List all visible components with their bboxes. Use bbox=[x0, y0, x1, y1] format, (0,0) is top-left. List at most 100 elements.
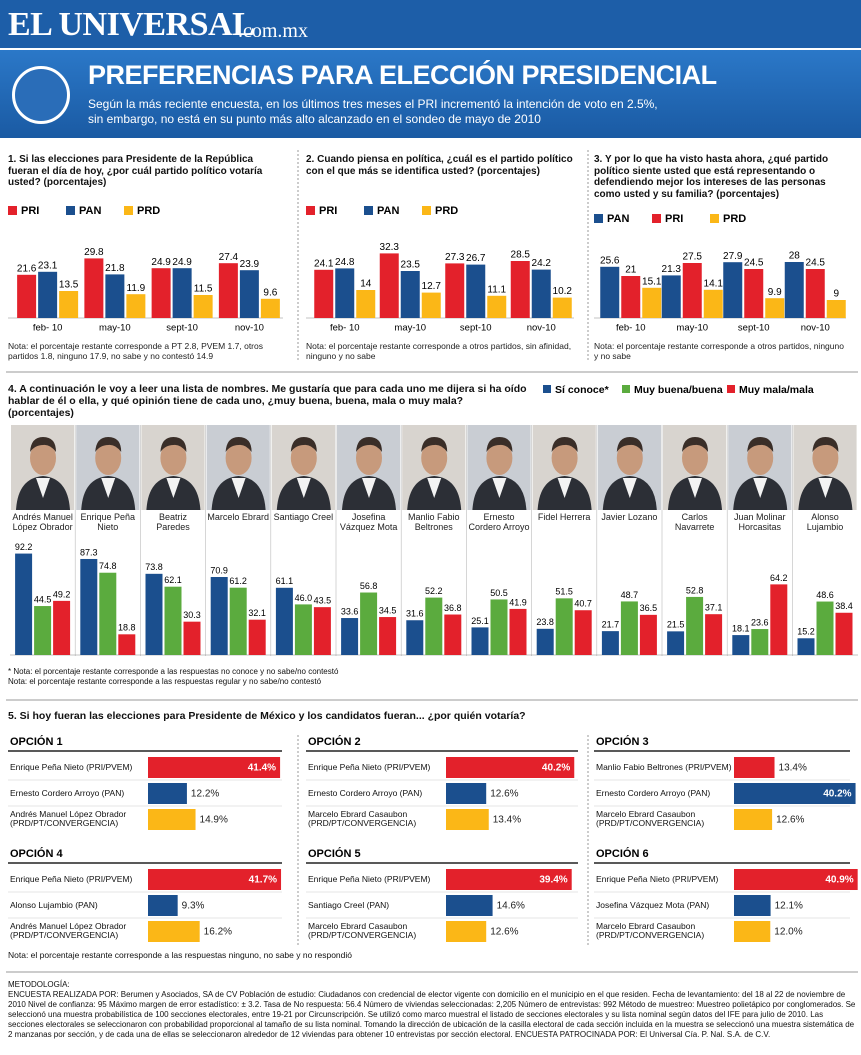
data-label: 27.3 bbox=[445, 252, 465, 263]
data-label: 40.9% bbox=[825, 875, 853, 886]
data-label: 24.9 bbox=[172, 257, 192, 268]
option-candidate: Ernesto Cordero Arroyo (PAN) bbox=[308, 787, 423, 798]
bar bbox=[805, 269, 825, 318]
bar bbox=[15, 553, 33, 655]
bar bbox=[360, 592, 378, 655]
bar bbox=[490, 599, 508, 655]
legend-label: Muy mala/mala bbox=[739, 384, 814, 396]
legend-swatch bbox=[710, 214, 719, 223]
data-label: 12.6% bbox=[776, 815, 804, 826]
bar bbox=[148, 757, 281, 778]
data-label: 92.2 bbox=[15, 542, 33, 552]
candidate-name: Ernesto Cordero Arroyo bbox=[468, 512, 530, 532]
logo-domain: .com.mx bbox=[238, 20, 308, 42]
bar bbox=[145, 573, 163, 655]
photo-hair bbox=[95, 437, 122, 452]
data-label: 87.3 bbox=[80, 547, 98, 557]
legend-swatch bbox=[364, 206, 373, 215]
data-label: 40.7 bbox=[574, 599, 592, 609]
data-label: 62.1 bbox=[164, 575, 182, 585]
bar bbox=[313, 607, 331, 655]
data-label: 30.3 bbox=[183, 610, 201, 620]
photo-hair bbox=[225, 437, 252, 452]
data-label: 13.4% bbox=[493, 815, 521, 826]
data-label: 64.2 bbox=[770, 573, 788, 583]
option-title: OPCIÓN 5 bbox=[308, 847, 361, 860]
x-tick-label: may-10 bbox=[394, 323, 426, 334]
bar bbox=[765, 298, 785, 318]
x-tick-label: may-10 bbox=[676, 323, 708, 334]
bar bbox=[260, 298, 280, 318]
data-label: 23.6 bbox=[751, 617, 769, 627]
data-label: 74.8 bbox=[99, 561, 117, 571]
data-label: 61.1 bbox=[276, 576, 294, 586]
bar bbox=[751, 629, 769, 655]
photo-collar bbox=[753, 478, 768, 498]
bar bbox=[835, 612, 853, 655]
data-label: 43.5 bbox=[314, 596, 332, 606]
data-label: 52.2 bbox=[425, 586, 443, 596]
photo-collar bbox=[622, 478, 637, 498]
data-label: 50.5 bbox=[490, 588, 508, 598]
data-label: 14.6% bbox=[497, 901, 525, 912]
note: * Nota: el porcentaje restante correspon… bbox=[8, 667, 339, 676]
photo-face bbox=[290, 441, 317, 475]
section-note: Nota: el porcentaje restante corresponde… bbox=[8, 950, 353, 960]
data-label: 28 bbox=[789, 251, 801, 262]
data-label: 12.0% bbox=[774, 927, 802, 938]
photo-hair bbox=[616, 437, 643, 452]
bar bbox=[574, 610, 592, 655]
photo-hair bbox=[486, 437, 513, 452]
option-title: OPCIÓN 3 bbox=[596, 735, 649, 748]
bar bbox=[471, 627, 489, 655]
bar bbox=[446, 809, 489, 830]
option-candidate: Enrique Peña Nieto (PRI/PVEM) bbox=[10, 873, 133, 884]
legend-label: PAN bbox=[377, 205, 399, 217]
data-label: 70.9 bbox=[210, 565, 228, 575]
data-label: 21.8 bbox=[105, 263, 125, 274]
bar bbox=[555, 598, 573, 655]
data-label: 11.1 bbox=[487, 284, 506, 295]
bar bbox=[275, 587, 293, 655]
bar bbox=[621, 276, 641, 318]
candidate-name: Josefina Vázquez Mota bbox=[339, 512, 398, 532]
x-tick-label: sept-10 bbox=[460, 323, 492, 334]
emblem bbox=[12, 66, 70, 124]
data-label: 11.5 bbox=[194, 284, 213, 295]
x-tick-label: nov-10 bbox=[801, 323, 830, 334]
legend-label: Sí conoce* bbox=[555, 384, 610, 396]
photo-face bbox=[421, 441, 448, 475]
methodology-title: METODOLOGÍA: bbox=[8, 980, 70, 989]
data-label: 40.2% bbox=[823, 789, 851, 800]
bar bbox=[53, 600, 71, 655]
data-label: 24.9 bbox=[151, 257, 171, 268]
data-label: 12.6% bbox=[490, 789, 518, 800]
data-label: 21.7 bbox=[602, 620, 620, 630]
photo-hair bbox=[551, 437, 578, 452]
data-label: 23.1 bbox=[38, 260, 58, 271]
bar bbox=[379, 253, 399, 318]
legend-swatch bbox=[652, 214, 661, 223]
bar bbox=[732, 635, 750, 655]
bar bbox=[294, 604, 312, 655]
photo-hair bbox=[160, 437, 187, 452]
option-candidate: Santiago Creel (PAN) bbox=[308, 899, 390, 910]
data-label: 36.5 bbox=[640, 603, 658, 613]
option-candidate: Enrique Peña Nieto (PRI/PVEM) bbox=[308, 761, 431, 772]
x-tick-label: may-10 bbox=[99, 323, 131, 334]
legend-swatch bbox=[8, 206, 17, 215]
bar bbox=[126, 294, 146, 318]
bar bbox=[379, 617, 397, 655]
photo-collar bbox=[101, 478, 116, 498]
data-label: 52.8 bbox=[686, 585, 704, 595]
option-candidate: Marcelo Ebrard Casaubon (PRD/PT/CONVERGE… bbox=[596, 921, 705, 940]
bar bbox=[148, 869, 282, 890]
x-tick-label: feb- 10 bbox=[616, 323, 646, 334]
data-label: 25.1 bbox=[471, 616, 489, 626]
data-label: 32.3 bbox=[380, 242, 400, 253]
section-title: 5. Si hoy fueran las elecciones para Pre… bbox=[8, 710, 526, 722]
note: Nota: el porcentaje restante corresponde… bbox=[306, 341, 572, 361]
bar bbox=[229, 587, 247, 655]
bar bbox=[601, 631, 619, 655]
